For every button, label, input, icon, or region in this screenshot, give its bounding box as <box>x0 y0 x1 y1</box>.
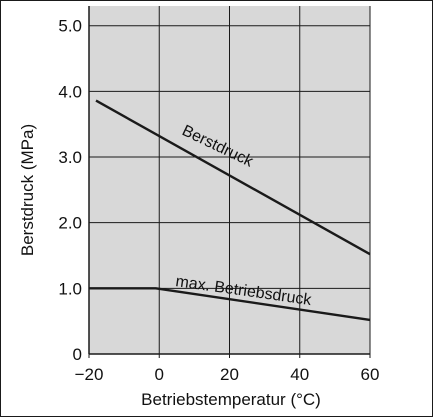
y-tick-labels: 0 1.0 2.0 3.0 4.0 5.0 <box>58 17 82 364</box>
y-tick-label: 4.0 <box>58 82 82 101</box>
x-tick-label: 20 <box>220 365 239 384</box>
series-lines <box>89 99 371 322</box>
y-tick-label: 0 <box>73 345 82 364</box>
y-tick-label: 1.0 <box>58 279 82 298</box>
y-tick-label: 2.0 <box>58 214 82 233</box>
series-line-berstdruck <box>95 99 371 256</box>
x-tick-label: 60 <box>361 365 380 384</box>
series-line-max-betriebsdruck <box>89 287 371 322</box>
x-tick-label: 0 <box>155 365 164 384</box>
x-tick-label: 40 <box>290 365 309 384</box>
y-axis-label: Berstdruck (MPa) <box>18 124 37 256</box>
y-tick-label: 3.0 <box>58 148 82 167</box>
x-tick-labels: −20 0 20 40 60 <box>75 365 380 384</box>
x-tick-label: −20 <box>75 365 104 384</box>
x-axis-label: Betriebstemperatur (°C) <box>141 390 321 409</box>
y-tick-label: 5.0 <box>58 17 82 36</box>
